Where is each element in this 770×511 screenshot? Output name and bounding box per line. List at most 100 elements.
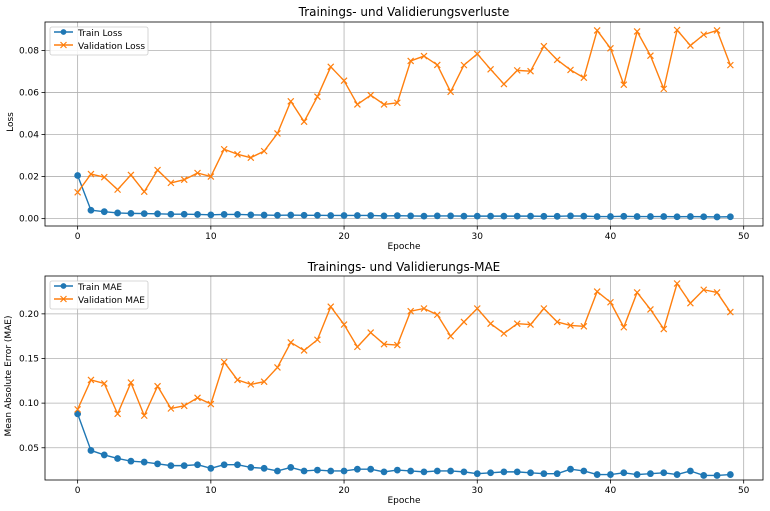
train-loss-point (713, 213, 721, 221)
train-mae-point (620, 469, 628, 477)
train-mae-point (460, 468, 468, 476)
validation-mae-point (340, 321, 348, 328)
train-mae-point (367, 465, 375, 473)
validation-mae-point (74, 405, 82, 413)
validation-loss-point (300, 118, 308, 126)
validation-loss-point (527, 67, 534, 75)
train-mae-point (140, 458, 148, 466)
validation-loss-point (513, 66, 521, 74)
loss-chart-frame (44, 21, 764, 227)
loss-y-tick-label: 0.02 (19, 173, 39, 183)
loss-chart-legend: Train Loss Validation Loss (49, 26, 149, 56)
validation-loss-point (207, 173, 215, 181)
train-loss-point (127, 209, 135, 217)
train-mae-point (247, 464, 255, 471)
train-loss-point (314, 211, 321, 219)
validation-mae-point (673, 280, 681, 287)
validation-mae-point (127, 379, 135, 387)
loss-chart-grid (45, 22, 763, 226)
validation-loss-point (353, 101, 361, 108)
train-mae-point (114, 455, 121, 462)
mae-legend-marks (54, 283, 73, 303)
validation-loss-point (74, 188, 82, 196)
validation-loss-point (700, 31, 708, 39)
train-mae-point (580, 467, 588, 475)
mae-chart-grid (45, 276, 763, 480)
validation-mae-point (353, 343, 361, 351)
loss-chart-ylabel: Loss (6, 112, 16, 132)
train-mae-point (447, 467, 455, 475)
validation-loss-point (100, 173, 108, 181)
validation-loss-point (620, 81, 628, 89)
train-loss-point (567, 212, 574, 220)
validation-loss-point (154, 166, 161, 174)
validation-loss-point (660, 85, 668, 93)
train-mae-point (194, 461, 201, 469)
validation-mae-point (553, 318, 561, 326)
train-loss-point (367, 212, 375, 219)
train-mae-point (234, 461, 241, 469)
validation-mae-point (700, 286, 708, 294)
validation-mae-point (407, 307, 415, 315)
mae-x-tick-label: 50 (738, 486, 750, 496)
validation-mae-point (473, 305, 481, 312)
train-loss-point (74, 172, 82, 179)
validation-loss-point (313, 93, 321, 101)
train-mae-point (726, 471, 734, 478)
validation-mae-point (713, 289, 721, 296)
validation-mae-point (313, 336, 321, 344)
train-mae-point (274, 467, 281, 475)
train-loss-point (100, 208, 108, 216)
validation-mae-point (154, 382, 161, 390)
loss-y-tick-label: 0.08 (19, 46, 39, 56)
validation-loss-point (647, 52, 654, 60)
validation-loss-point (274, 130, 281, 137)
legend-label-validation-mae: Validation MAE (78, 296, 145, 306)
validation-loss-point (500, 80, 508, 88)
train-loss-point (660, 213, 668, 220)
train-mae-point (300, 467, 308, 475)
validation-loss-point (247, 154, 255, 162)
train-mae-point (167, 462, 175, 470)
loss-x-tick-label: 40 (605, 232, 617, 242)
validation-mae-point (580, 322, 588, 330)
validation-mae-point (540, 305, 548, 312)
train-loss-point (167, 210, 175, 218)
loss-legend-marks (54, 29, 73, 49)
train-loss-point (154, 210, 161, 218)
validation-mae-point (660, 325, 668, 333)
validation-loss-point (420, 52, 428, 60)
train-mae-point (180, 462, 188, 470)
train-loss-point (487, 212, 494, 220)
validation-loss-point (580, 74, 588, 82)
mae-x-tick-label: 10 (205, 486, 217, 496)
train-loss-point (513, 212, 521, 220)
validation-loss-point (393, 99, 401, 107)
train-loss-point (553, 212, 561, 220)
train-loss-point (447, 212, 455, 220)
validation-mae-point (207, 400, 215, 408)
loss-x-tick-label: 20 (338, 232, 350, 242)
validation-mae-point (393, 341, 401, 349)
train-loss-point (593, 213, 601, 220)
legend-marker-train-loss (60, 29, 67, 35)
validation-loss-point (686, 42, 694, 49)
train-loss-point (540, 212, 548, 220)
train-mae-point (287, 464, 295, 471)
validation-mae-point (327, 303, 335, 311)
train-loss-point (527, 212, 534, 220)
validation-loss-point (380, 101, 388, 108)
validation-loss-point (327, 63, 335, 71)
mae-x-tick-label: 20 (338, 486, 350, 496)
train-mae-point (500, 468, 508, 476)
train-mae-point (100, 451, 108, 459)
mae-chart-series (74, 280, 734, 479)
train-loss-point (700, 213, 708, 221)
train-mae-point (593, 471, 601, 478)
validation-loss-point (607, 44, 614, 52)
loss-chart-panel: Trainings- und Validierungsverluste Epoc… (6, 5, 764, 252)
mae-x-tick-label: 0 (75, 486, 81, 496)
validation-mae-point (260, 378, 268, 386)
